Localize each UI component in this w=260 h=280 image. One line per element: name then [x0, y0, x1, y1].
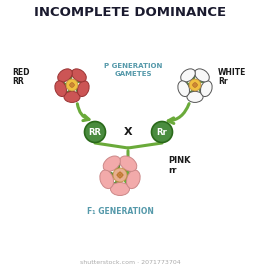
Circle shape	[72, 85, 74, 87]
Circle shape	[194, 86, 196, 88]
Ellipse shape	[200, 81, 212, 97]
Text: Rr: Rr	[157, 127, 167, 137]
Circle shape	[194, 84, 196, 86]
Circle shape	[195, 83, 197, 85]
Text: INCOMPLETE DOMINANCE: INCOMPLETE DOMINANCE	[34, 6, 226, 18]
Circle shape	[193, 85, 195, 87]
Ellipse shape	[58, 69, 72, 82]
Circle shape	[120, 172, 123, 175]
Text: PINK: PINK	[168, 155, 191, 165]
Ellipse shape	[76, 87, 84, 95]
Text: shutterstock.com · 2071773704: shutterstock.com · 2071773704	[80, 260, 180, 265]
Ellipse shape	[102, 171, 114, 179]
Ellipse shape	[57, 82, 67, 88]
Ellipse shape	[113, 181, 120, 192]
Ellipse shape	[199, 87, 207, 95]
Circle shape	[116, 174, 119, 176]
Circle shape	[70, 85, 72, 87]
Ellipse shape	[181, 69, 195, 82]
Ellipse shape	[113, 158, 120, 169]
Circle shape	[195, 85, 197, 87]
Ellipse shape	[110, 183, 129, 195]
Circle shape	[189, 79, 201, 91]
Ellipse shape	[178, 81, 190, 97]
Ellipse shape	[187, 91, 203, 102]
Circle shape	[194, 82, 196, 84]
Ellipse shape	[125, 164, 135, 172]
Text: RR: RR	[12, 76, 24, 85]
Circle shape	[84, 122, 106, 143]
Ellipse shape	[55, 81, 67, 97]
Circle shape	[73, 84, 75, 86]
Text: RR: RR	[88, 127, 101, 137]
Circle shape	[119, 176, 121, 179]
Ellipse shape	[125, 178, 135, 186]
Circle shape	[71, 86, 73, 88]
Ellipse shape	[199, 75, 207, 83]
Circle shape	[119, 171, 121, 174]
Circle shape	[72, 83, 74, 85]
Circle shape	[118, 175, 120, 178]
Ellipse shape	[66, 71, 72, 80]
Ellipse shape	[189, 90, 195, 99]
Circle shape	[118, 172, 120, 175]
Circle shape	[196, 84, 198, 86]
Text: RED: RED	[12, 67, 29, 76]
Text: WHITE: WHITE	[218, 67, 246, 76]
Circle shape	[113, 168, 127, 182]
Circle shape	[121, 174, 123, 176]
Ellipse shape	[77, 81, 89, 97]
Text: P GENERATION
GAMETES: P GENERATION GAMETES	[104, 63, 162, 77]
Ellipse shape	[126, 170, 140, 189]
Ellipse shape	[195, 69, 209, 82]
Circle shape	[70, 83, 72, 85]
Circle shape	[66, 79, 78, 91]
Text: F₁ GENERATION: F₁ GENERATION	[87, 207, 153, 216]
Ellipse shape	[76, 75, 84, 83]
Text: Rr: Rr	[218, 76, 228, 85]
Circle shape	[192, 84, 194, 86]
Ellipse shape	[189, 71, 195, 80]
Circle shape	[71, 84, 73, 86]
Ellipse shape	[180, 82, 190, 88]
Ellipse shape	[66, 90, 72, 99]
Ellipse shape	[64, 91, 80, 102]
Ellipse shape	[120, 156, 137, 171]
Circle shape	[152, 122, 172, 143]
Ellipse shape	[100, 170, 114, 189]
Circle shape	[119, 174, 121, 176]
Circle shape	[193, 83, 195, 85]
Ellipse shape	[72, 69, 86, 82]
Circle shape	[120, 175, 123, 178]
Circle shape	[71, 82, 73, 84]
Text: X: X	[124, 127, 132, 137]
Text: rr: rr	[168, 165, 177, 174]
Circle shape	[69, 84, 71, 86]
Ellipse shape	[103, 156, 120, 171]
